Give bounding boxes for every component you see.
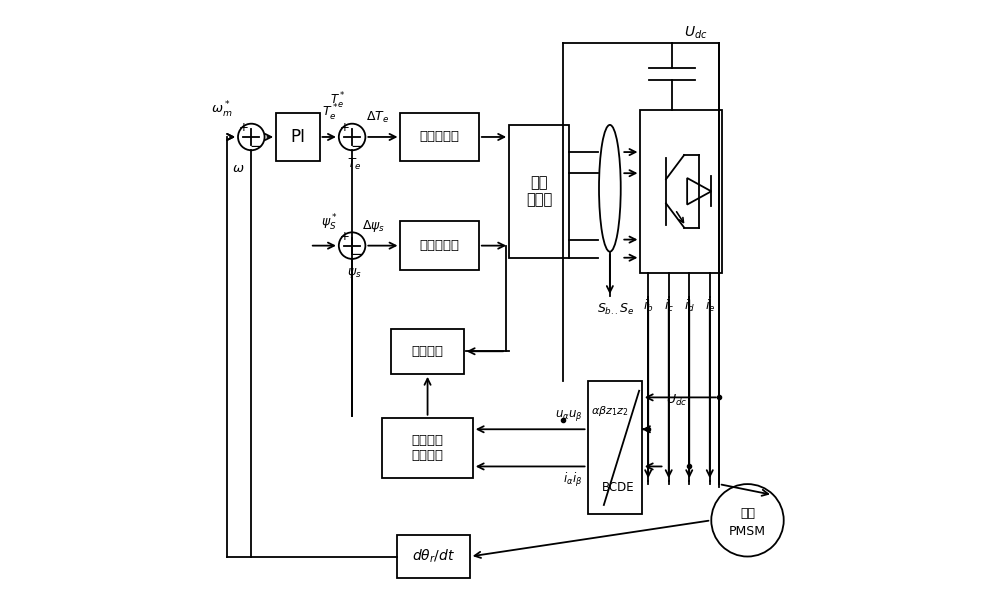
Text: 滞环控制器: 滞环控制器 (420, 239, 460, 252)
Circle shape (339, 233, 365, 259)
Text: 扇区判断: 扇区判断 (412, 345, 444, 358)
Text: $\omega_m^*$: $\omega_m^*$ (211, 100, 233, 121)
Text: BCDE: BCDE (601, 481, 634, 494)
Text: $T_e$: $T_e$ (347, 157, 361, 172)
Text: $i_e$: $i_e$ (705, 298, 715, 314)
Text: +: + (339, 121, 349, 135)
Text: $\psi_S^*$: $\psi_S^*$ (321, 212, 338, 233)
Bar (509, 125, 569, 258)
Bar (400, 113, 479, 161)
Circle shape (711, 484, 784, 556)
Text: $i_d$: $i_d$ (684, 298, 695, 314)
Bar (382, 417, 473, 478)
Bar (640, 110, 722, 273)
Text: PI: PI (290, 128, 305, 146)
Text: $T_e^*$: $T_e^*$ (330, 91, 346, 111)
Text: $i_\alpha i_\beta$: $i_\alpha i_\beta$ (563, 471, 583, 489)
Text: +: + (339, 230, 349, 243)
Text: $T_e^*$: $T_e^*$ (322, 103, 339, 123)
Text: 磁链估算
转矩估算: 磁链估算 转矩估算 (412, 434, 444, 462)
Text: $i_c$: $i_c$ (664, 298, 674, 314)
Text: $\Delta\psi_s$: $\Delta\psi_s$ (362, 218, 385, 234)
Text: $u_\alpha u_\beta$: $u_\alpha u_\beta$ (555, 408, 583, 424)
Text: 五相: 五相 (740, 507, 755, 520)
Text: 容错
开关表: 容错 开关表 (526, 175, 552, 207)
Bar (400, 222, 479, 270)
Text: $\omega$: $\omega$ (232, 162, 244, 175)
Bar (397, 536, 470, 578)
Text: 滞环控制器: 滞环控制器 (420, 130, 460, 143)
Text: $U_{dc}$: $U_{dc}$ (666, 392, 687, 408)
Text: $\alpha\beta z_1 z_2$: $\alpha\beta z_1 z_2$ (591, 404, 629, 417)
Text: $U_{dc}$: $U_{dc}$ (684, 24, 708, 41)
Text: −: − (350, 247, 363, 262)
Text: PMSM: PMSM (729, 524, 766, 538)
Text: −: − (249, 138, 262, 154)
Circle shape (238, 124, 265, 151)
Text: $i_b$: $i_b$ (643, 298, 654, 314)
Text: +: + (239, 121, 248, 135)
Circle shape (339, 124, 365, 151)
Text: $d\theta_r/dt$: $d\theta_r/dt$ (412, 548, 455, 565)
Text: $S_{b..}S_e$: $S_{b..}S_e$ (597, 302, 635, 316)
Bar (588, 381, 642, 514)
Bar (391, 329, 464, 374)
Text: $\psi_s$: $\psi_s$ (347, 266, 361, 280)
Ellipse shape (599, 125, 621, 252)
Bar (276, 113, 320, 161)
Text: $\Delta T_e$: $\Delta T_e$ (366, 110, 389, 125)
Text: −: − (350, 138, 363, 154)
